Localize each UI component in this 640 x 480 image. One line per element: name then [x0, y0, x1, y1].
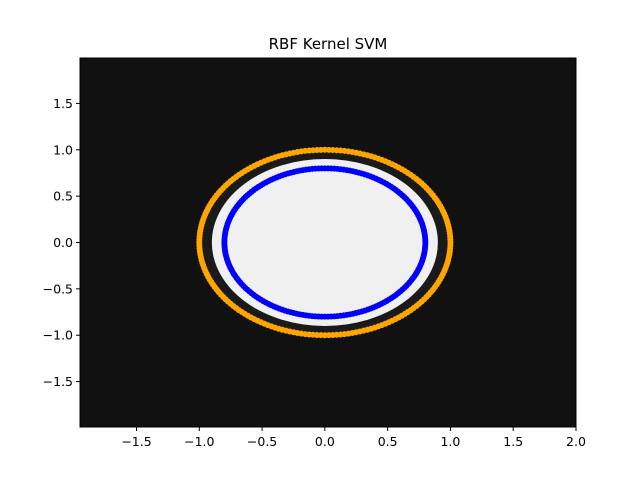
x-tick-label: −1.0	[184, 434, 214, 449]
y-tick-label: −0.5	[43, 281, 73, 296]
x-tick-label: 1.0	[440, 434, 460, 449]
series-0	[196, 146, 454, 339]
x-tick-label: −0.5	[247, 434, 277, 449]
x-tick-label: −1.5	[121, 434, 151, 449]
series-1	[221, 165, 429, 320]
y-tick-label: 0.0	[53, 235, 73, 250]
y-tick-label: 1.5	[53, 96, 73, 111]
region-inner	[211, 159, 438, 326]
axes: −1.5 −1.0 −0.5 0.0 0.5 1.0 1.5 2.0 −1.5 −1.0 −0.5 0…	[43, 57, 586, 449]
data-point	[422, 241, 429, 248]
data-point	[447, 242, 454, 249]
x-tick-label: 1.5	[503, 434, 523, 449]
x-tick-label: 0.5	[378, 434, 398, 449]
plot-area	[80, 58, 576, 427]
chart-title: RBF Kernel SVM	[269, 35, 388, 53]
y-tick-label: 1.0	[53, 142, 73, 157]
y-tick-label: −1.5	[43, 374, 73, 389]
y-tick-label: −1.0	[43, 328, 73, 343]
x-tick-label: 0.0	[315, 434, 335, 449]
y-tick-label: 0.5	[53, 189, 73, 204]
decision-regions	[80, 58, 576, 427]
x-tick-label: 2.0	[566, 434, 586, 449]
